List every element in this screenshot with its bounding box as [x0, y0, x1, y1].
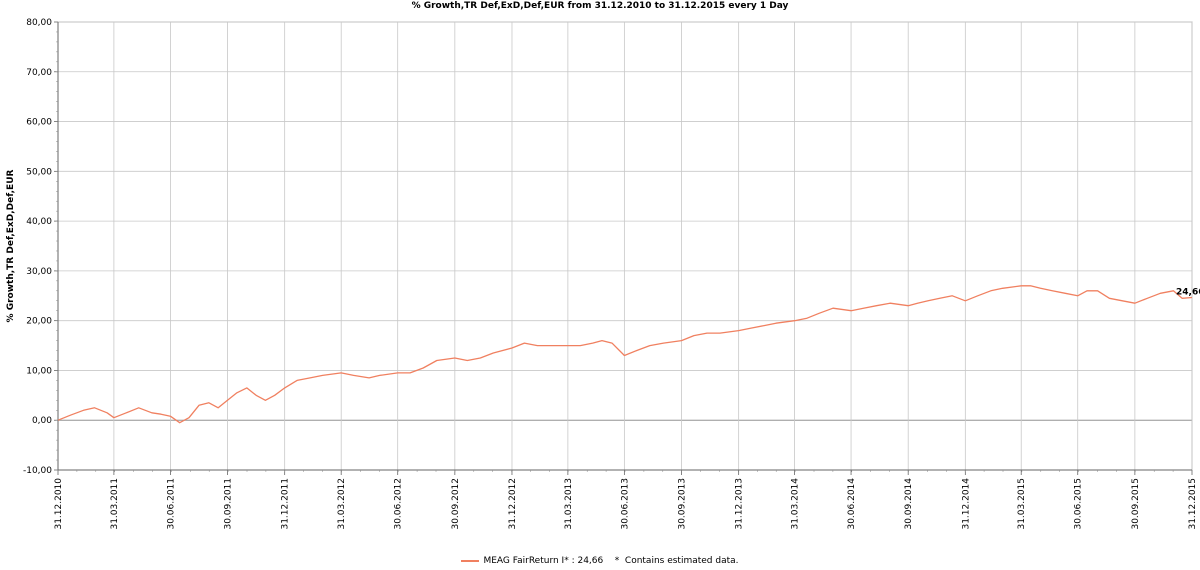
x-tick-label: 30.06.2012	[394, 478, 404, 530]
x-tick-label: 30.06.2015	[1074, 478, 1084, 530]
y-tick-label: 60,00	[26, 118, 52, 128]
y-tick-label: 40,00	[26, 217, 52, 227]
x-tick-label: 31.12.2012	[508, 478, 518, 530]
x-tick-label: 30.06.2014	[847, 478, 857, 530]
x-tick-label: 31.12.2014	[961, 478, 971, 530]
x-tick-label: 30.09.2014	[904, 478, 914, 530]
x-tick-label: 31.03.2012	[337, 478, 347, 530]
x-tick-label: 30.09.2012	[451, 478, 461, 530]
y-tick-label: 30,00	[26, 267, 52, 277]
x-tick-label: 31.12.2011	[281, 478, 291, 530]
y-tick-label: 80,00	[26, 18, 52, 28]
x-tick-label: 31.03.2011	[110, 478, 120, 530]
y-tick-label: 70,00	[26, 68, 52, 78]
chart-title: % Growth,TR Def,ExD,Def,EUR from 31.12.2…	[411, 1, 789, 11]
y-tick-label: 50,00	[26, 167, 52, 177]
x-tick-label: 30.09.2011	[224, 478, 234, 530]
y-tick-label: 10,00	[26, 366, 52, 376]
x-tick-label: 31.03.2014	[791, 478, 801, 530]
grid-lines	[57, 21, 1193, 471]
x-tick-label: 31.03.2013	[564, 478, 574, 530]
x-tick-label: 30.06.2011	[166, 478, 176, 530]
y-tick-label: 0,00	[32, 416, 52, 426]
legend: MEAG FairReturn I* : 24,66 * Contains es…	[0, 556, 1200, 566]
x-tick-label: 31.12.2013	[735, 478, 745, 530]
legend-separator: :	[568, 556, 578, 566]
last-value-label: 24,66	[1176, 287, 1200, 297]
x-tick-label: 31.12.2015	[1188, 478, 1198, 530]
x-tick-label: 31.03.2015	[1017, 478, 1027, 530]
y-axis-ticks: -10,00 0,00 10,00 20,00 30,00 40,00 50,00 60,00…	[23, 18, 58, 476]
y-tick-label: 20,00	[26, 317, 52, 327]
series-line-meag-fairreturn	[57, 285, 1193, 424]
x-tick-label: 31.12.2010	[54, 478, 64, 530]
plot-border	[57, 21, 1193, 471]
x-tick-label: 30.09.2013	[678, 478, 688, 530]
legend-series-value: 24,66	[577, 556, 604, 566]
legend-series-name: MEAG FairReturn I*	[483, 556, 569, 566]
legend-swatch	[461, 559, 480, 562]
x-axis-ticks: 31.12.2010 31.03.2011 30.06.2011 30.09.2011…	[54, 470, 1198, 530]
x-tick-label: 30.09.2015	[1131, 478, 1141, 530]
y-tick-label: -10,00	[23, 466, 52, 476]
legend-gap	[603, 556, 614, 566]
legend-note: * Contains estimated data.	[614, 556, 739, 566]
x-tick-label: 30.06.2013	[620, 478, 630, 530]
y-axis-label: % Growth,TR Def,ExD,Def,EUR	[6, 169, 16, 322]
